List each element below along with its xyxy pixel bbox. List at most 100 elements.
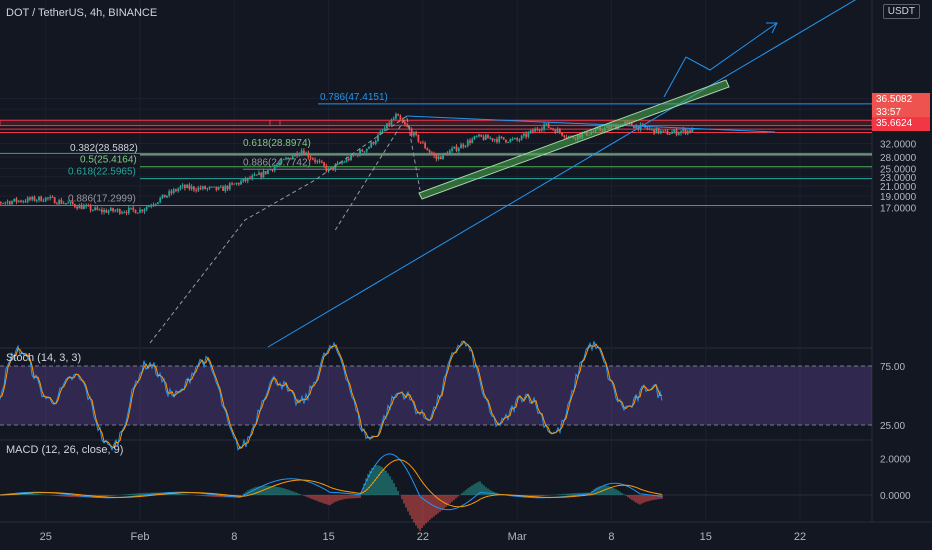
candle-body	[208, 186, 211, 189]
candle-body	[103, 210, 105, 213]
candle-body	[498, 136, 501, 142]
candle-body	[552, 128, 554, 130]
candle-body	[372, 142, 375, 144]
candle-body	[219, 186, 222, 188]
candle-body	[399, 115, 402, 120]
candle-body	[154, 203, 157, 205]
candle-body	[213, 186, 215, 188]
candle-body	[547, 123, 550, 128]
candle-body	[469, 140, 471, 144]
candle-body	[412, 132, 415, 136]
candle-body	[298, 154, 301, 156]
candle-body	[446, 153, 449, 156]
candle-body	[386, 123, 388, 129]
candle-body	[430, 152, 433, 155]
candle-body	[478, 134, 480, 137]
candle-body	[514, 138, 516, 140]
candle-body	[260, 172, 263, 178]
candle-body	[100, 209, 103, 213]
candle-body	[148, 205, 150, 207]
candle-body	[500, 136, 503, 138]
price-tick-label: 25.0000	[880, 164, 917, 175]
macd-tick-label: 2.0000	[880, 455, 911, 466]
candle-body	[204, 186, 207, 190]
candle-body	[341, 162, 343, 164]
candle-body	[359, 149, 361, 156]
candle-body	[320, 161, 323, 163]
candle-body	[109, 208, 112, 211]
candle-body	[282, 159, 285, 161]
candle-body	[657, 128, 660, 134]
candle-body	[4, 202, 7, 204]
candle-body	[2, 203, 4, 205]
candle-body	[172, 189, 175, 193]
candle-body	[668, 133, 671, 135]
candle-body	[433, 154, 435, 156]
candle-body	[484, 135, 487, 140]
candle-body	[395, 114, 397, 119]
candle-body	[136, 212, 139, 214]
candle-body	[262, 171, 265, 178]
candle-body	[235, 182, 238, 184]
candle-body	[300, 150, 303, 155]
candle-body	[87, 205, 90, 207]
candle-body	[49, 196, 52, 199]
candle-body	[159, 197, 162, 203]
candle-body	[444, 153, 447, 155]
candle-body	[482, 136, 485, 140]
candle-body	[536, 128, 539, 130]
candle-body	[309, 157, 312, 159]
candle-body	[527, 132, 530, 137]
candle-body	[188, 184, 191, 189]
candle-body	[215, 186, 218, 190]
candle-body	[161, 194, 164, 198]
macd-tick-label: 0.0000	[880, 491, 911, 502]
candle-body	[222, 186, 224, 191]
stoch-band	[0, 366, 872, 425]
time-tick-label: 15	[322, 531, 334, 543]
candle-body	[121, 212, 123, 214]
time-tick-label: 22	[794, 531, 806, 543]
candle-body	[258, 172, 260, 175]
candle-body	[502, 137, 505, 140]
candle-body	[228, 183, 231, 190]
fib-label: 0.786(47.4151)	[320, 92, 388, 103]
candle-body	[143, 209, 146, 212]
candle-body	[401, 119, 404, 123]
candle-body	[419, 141, 422, 143]
candle-body	[318, 160, 321, 162]
candle-body	[53, 197, 56, 204]
candle-body	[491, 138, 494, 141]
candle-body	[253, 174, 256, 176]
candle-body	[251, 175, 254, 179]
candle-body	[76, 206, 79, 209]
stoch-label: Stoch (14, 3, 3)	[6, 352, 82, 364]
candle-body	[94, 207, 96, 210]
candle-body	[415, 132, 418, 135]
candle-body	[368, 147, 370, 149]
candle-body	[20, 200, 22, 202]
candle-body	[65, 203, 67, 205]
candle-body	[505, 139, 507, 143]
candle-body	[671, 131, 673, 134]
candle-body	[237, 182, 240, 185]
stoch-tick-label: 75.00	[880, 362, 905, 373]
candle-body	[455, 146, 458, 151]
candle-body	[404, 122, 406, 125]
candle-body	[197, 187, 200, 191]
currency-button[interactable]: USDT	[882, 4, 920, 19]
candle-body	[365, 148, 368, 152]
candle-body	[280, 159, 283, 164]
candle-body	[91, 209, 94, 211]
candle-body	[98, 209, 101, 211]
macd-line	[0, 453, 663, 511]
candle-body	[329, 167, 332, 169]
candle-body	[338, 162, 341, 164]
candle-body	[233, 183, 236, 185]
price-tick-label: 28.0000	[880, 153, 917, 164]
candle-body	[518, 139, 521, 141]
candle-body	[653, 128, 656, 134]
candle-body	[118, 209, 121, 214]
candle-body	[650, 128, 653, 130]
